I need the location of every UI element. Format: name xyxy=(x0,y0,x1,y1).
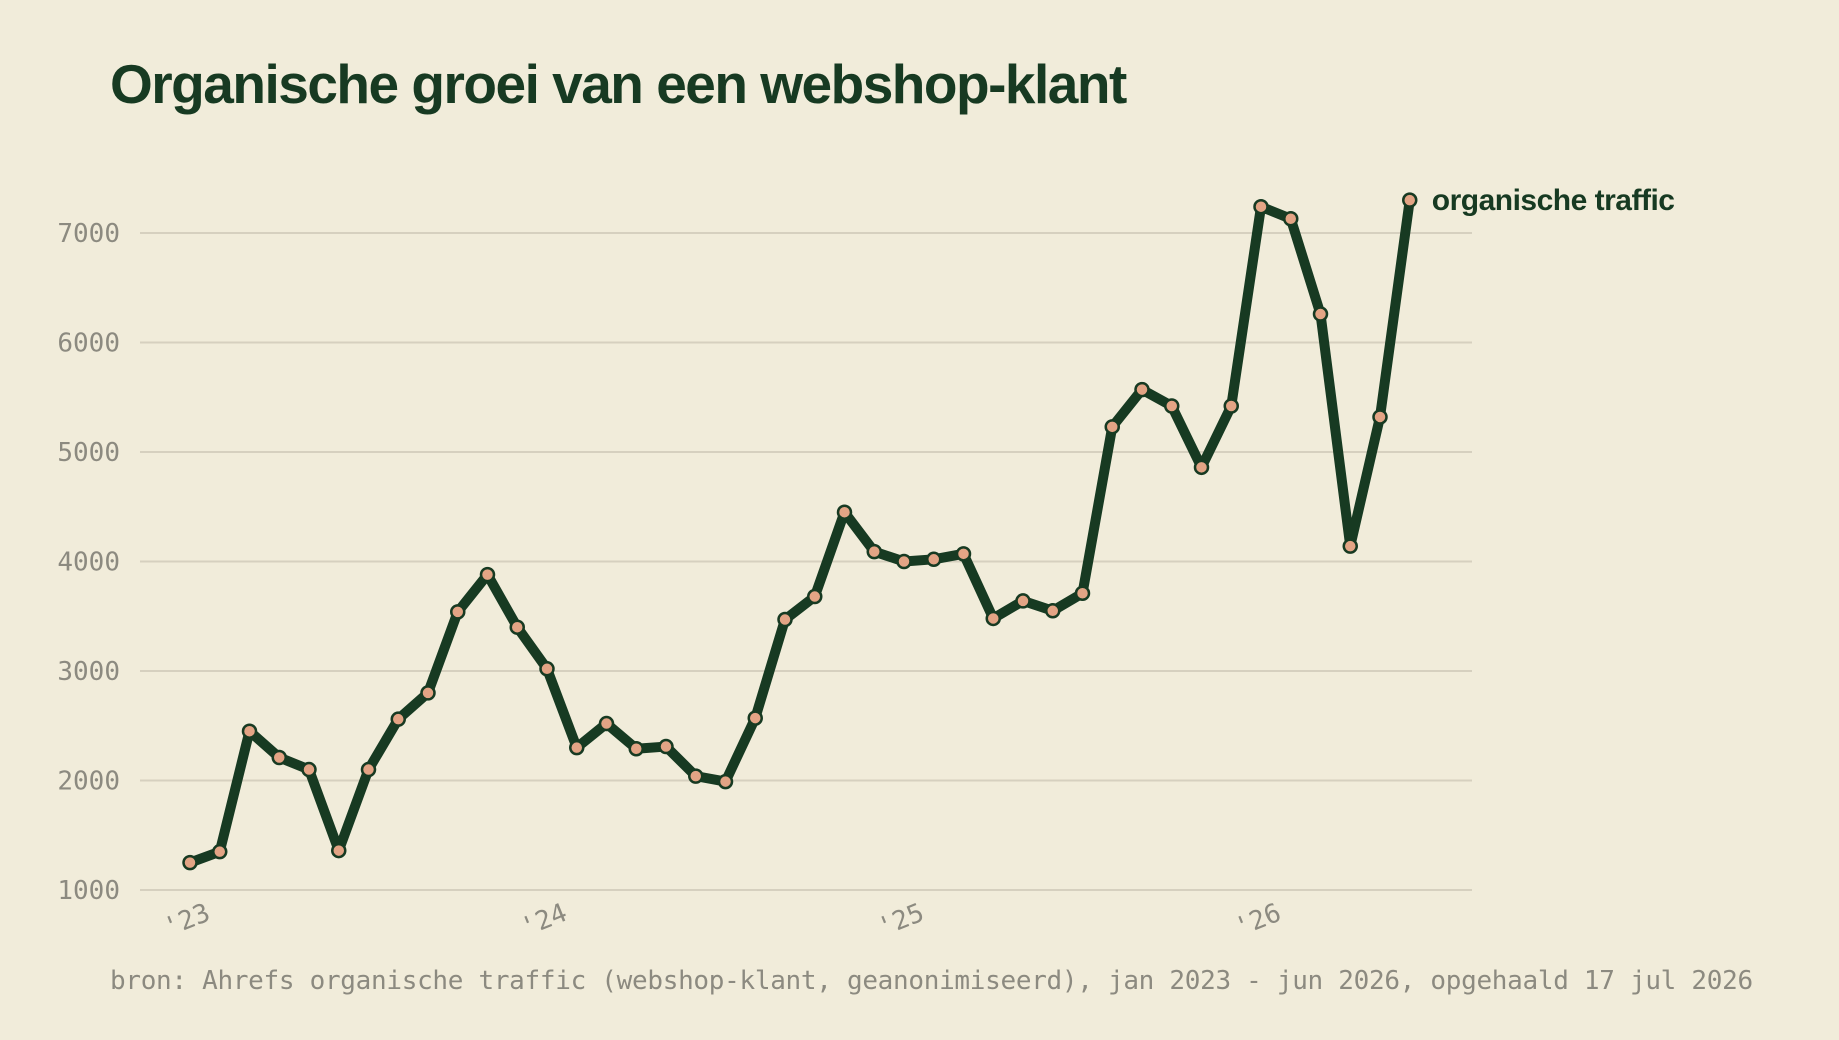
data-point xyxy=(1253,198,1269,215)
data-point xyxy=(896,553,912,570)
data-point xyxy=(301,761,317,778)
data-point xyxy=(1134,381,1150,398)
series-line xyxy=(185,195,1415,868)
data-point xyxy=(1074,585,1091,602)
data-point xyxy=(866,543,882,560)
data-point xyxy=(628,740,644,757)
data-point xyxy=(1223,398,1239,414)
source-note: bron: Ahrefs organische traffic (webshop… xyxy=(110,966,1753,996)
x-tick-label: '26 xyxy=(1231,898,1286,943)
data-point xyxy=(747,710,763,726)
data-point xyxy=(390,711,406,727)
y-tick-label: 2000 xyxy=(57,767,120,797)
data-point xyxy=(450,604,466,620)
data-point xyxy=(777,611,793,628)
data-point xyxy=(509,619,525,635)
data-point xyxy=(1015,593,1031,609)
data-point xyxy=(717,773,734,790)
data-point xyxy=(955,546,972,562)
data-point xyxy=(1312,306,1329,322)
y-tick-label: 6000 xyxy=(57,329,120,359)
data-point xyxy=(1045,603,1061,619)
data-point xyxy=(688,768,704,784)
y-axis-ticks: 1000 2000 3000 4000 5000 6000 7000 xyxy=(57,219,120,906)
data-point xyxy=(658,738,674,755)
data-point xyxy=(985,610,1001,627)
data-point xyxy=(598,715,615,732)
data-point xyxy=(807,588,823,605)
data-point xyxy=(331,842,347,859)
chart-title: Organische groei van een webshop-klant xyxy=(110,53,1127,115)
data-point xyxy=(420,685,436,701)
y-tick-label: 1000 xyxy=(57,876,120,906)
y-tick-label: 4000 xyxy=(57,548,120,578)
data-point xyxy=(1193,459,1210,476)
data-point xyxy=(479,566,496,583)
data-point xyxy=(836,504,853,520)
data-point xyxy=(1342,538,1358,554)
data-point xyxy=(1104,419,1120,435)
series-labels: organische traffic xyxy=(1432,184,1675,217)
x-tick-label: '23 xyxy=(160,898,215,943)
series-label: organische traffic xyxy=(1432,184,1675,217)
x-axis-ticks: '23 '24 '25 '26 xyxy=(160,898,1286,943)
x-tick-label: '25 xyxy=(874,898,929,943)
series-organische-traffic xyxy=(182,192,1418,871)
data-point xyxy=(212,843,228,860)
data-point xyxy=(1164,398,1180,414)
gridlines xyxy=(140,232,1472,891)
x-tick-label: '24 xyxy=(517,898,572,943)
data-point xyxy=(539,661,555,677)
data-point xyxy=(1283,211,1299,227)
data-point xyxy=(360,761,377,778)
data-point xyxy=(1402,192,1418,208)
data-point xyxy=(1372,409,1388,425)
data-point xyxy=(271,749,287,766)
data-point xyxy=(926,551,942,568)
data-point xyxy=(182,854,198,871)
y-tick-label: 7000 xyxy=(57,219,120,249)
y-tick-label: 3000 xyxy=(57,657,120,687)
data-point xyxy=(569,739,585,756)
data-point xyxy=(241,723,258,739)
y-tick-label: 5000 xyxy=(57,438,120,468)
